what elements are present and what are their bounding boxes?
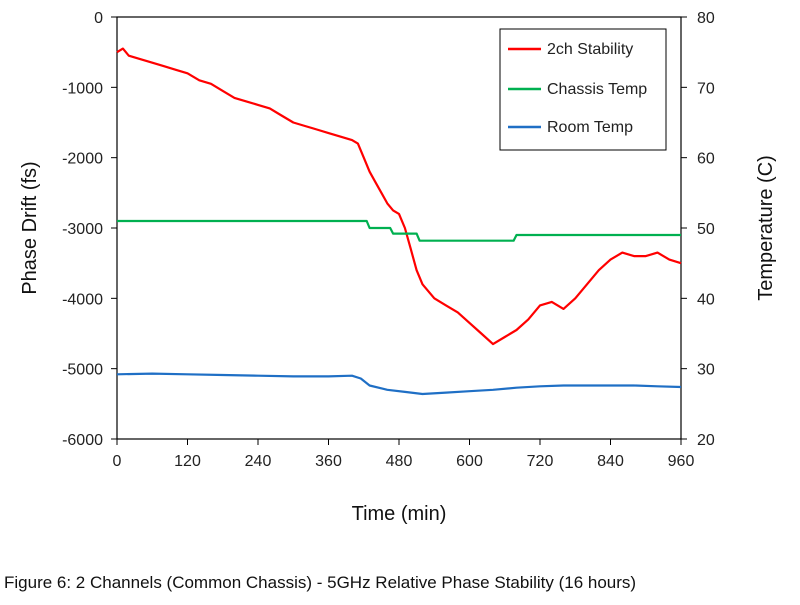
legend-label-chassis-temp: Chassis Temp <box>547 81 647 98</box>
figure-caption: Figure 6: 2 Channels (Common Chassis) - … <box>4 573 637 592</box>
x-tick-label: 120 <box>174 453 201 470</box>
legend: 2ch Stability Chassis Temp Room Temp <box>499 28 667 151</box>
y2-tick-label: 20 <box>697 432 715 449</box>
x-tick-label: 840 <box>597 453 624 470</box>
legend-label-2ch-stability: 2ch Stability <box>547 41 633 58</box>
series-layer <box>116 47 682 396</box>
y-tick-label: -2000 <box>62 151 103 168</box>
y2-tick-label: 40 <box>697 291 715 308</box>
y2-tick-label: 80 <box>697 10 715 27</box>
series-line-room-temp <box>116 372 682 396</box>
x-tick-label: 960 <box>668 453 695 470</box>
x-tick-label: 360 <box>315 453 342 470</box>
series-line-chassis-temp <box>117 219 681 242</box>
legend-label-room-temp: Room Temp <box>547 119 633 136</box>
y2-tick-label: 70 <box>697 80 715 97</box>
y-axis-title: Phase Drift (fs) <box>19 161 41 294</box>
ticks-layer: 0 120 240 360 480 600 720 840 960 0 -1000 -2000 -300… <box>62 10 715 470</box>
x-tick-label: 0 <box>113 453 122 470</box>
y2-tick-label: 50 <box>697 221 715 238</box>
y-tick-label: 0 <box>94 10 103 27</box>
y2-tick-label: 30 <box>697 362 715 379</box>
series-line-2ch-stability <box>116 47 682 346</box>
y-tick-label: -4000 <box>62 291 103 308</box>
x-tick-label: 600 <box>456 453 483 470</box>
y2-tick-label: 60 <box>697 151 715 168</box>
x-tick-label: 720 <box>527 453 554 470</box>
x-tick-label: 240 <box>245 453 272 470</box>
y-tick-label: -5000 <box>62 362 103 379</box>
x-tick-label: 480 <box>386 453 413 470</box>
y-tick-label: -1000 <box>62 80 103 97</box>
x-axis-title: Time (min) <box>352 503 447 525</box>
y2-axis-title: Temperature (C) <box>755 155 777 301</box>
y-tick-label: -6000 <box>62 432 103 449</box>
chart: 0 120 240 360 480 600 720 840 960 0 -1000 -2000 -300… <box>19 10 777 525</box>
y-tick-label: -3000 <box>62 221 103 238</box>
